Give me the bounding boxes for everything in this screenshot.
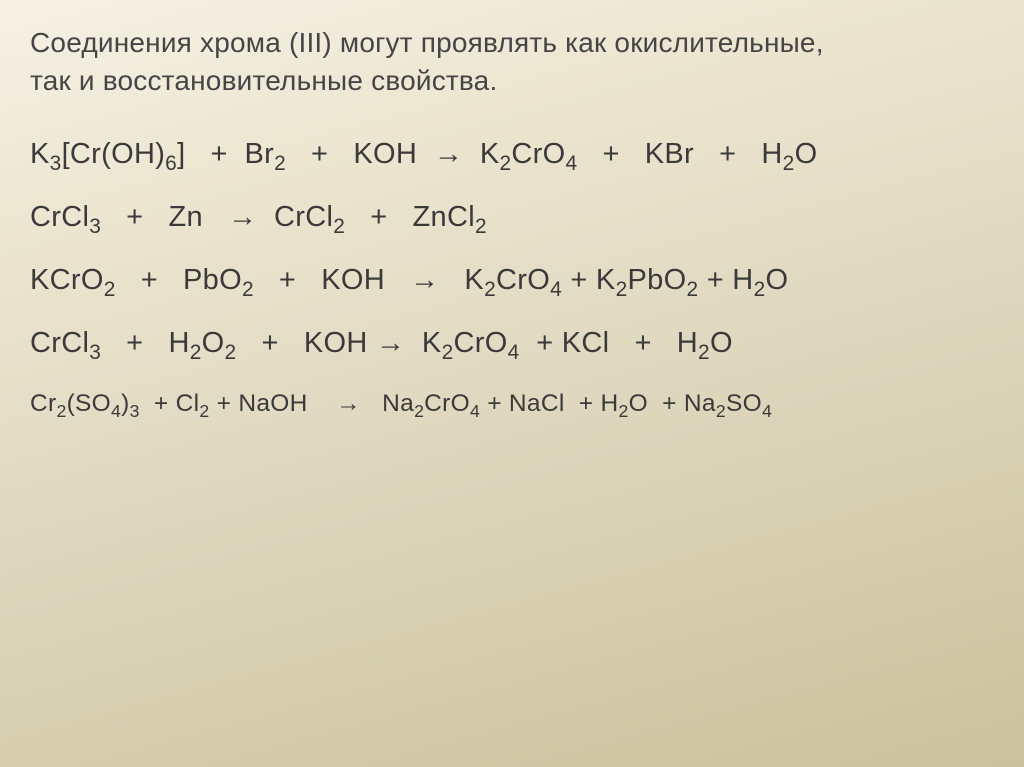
equation-3: KCrO2 + PbO2 + KOH → K2CrO4 + K2PbO2 + H… [30, 264, 994, 297]
heading-line-2: так и восстановительные свойства. [30, 65, 497, 96]
equation-4: CrCl3 + H2O2 + KOH → K2CrO4 + KCl + H2O [30, 327, 994, 360]
equations-block: K3[Cr(OH)6] + Br2 + KOH → K2CrO4 + KBr +… [30, 138, 994, 418]
equation-5: Cr2(SO4)3 + Cl2 + NaOH → Na2CrO4 + NaCl … [30, 390, 994, 418]
equation-2: CrCl3 + Zn → CrCl2 + ZnCl2 [30, 201, 994, 234]
heading-line-1: Соединения хрома (III) могут проявлять к… [30, 27, 824, 58]
slide-heading: Соединения хрома (III) могут проявлять к… [30, 24, 994, 100]
equation-1: K3[Cr(OH)6] + Br2 + KOH → K2CrO4 + KBr +… [30, 138, 994, 171]
